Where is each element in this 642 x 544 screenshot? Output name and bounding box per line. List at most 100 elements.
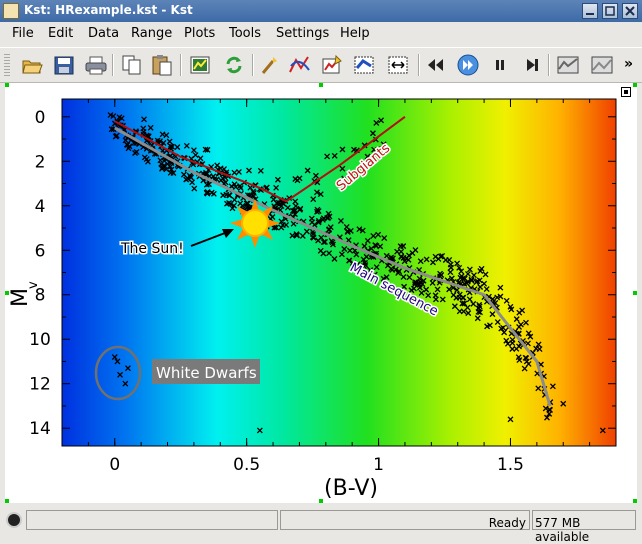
menu-edit[interactable]: Edit (48, 26, 74, 41)
scatter-point (219, 175, 226, 182)
menu-settings[interactable]: Settings (276, 26, 330, 41)
reload-icon[interactable] (222, 54, 246, 76)
scatter-point (477, 309, 483, 316)
scatter-point (513, 316, 520, 323)
scatter-point (503, 297, 510, 304)
pause-icon[interactable] (488, 54, 512, 76)
resize-handle[interactable] (319, 83, 323, 87)
x-tick-label: 0 (109, 455, 120, 475)
copy-icon[interactable] (120, 54, 144, 76)
print-icon[interactable] (84, 54, 108, 76)
plot-canvas[interactable]: 0 0.5 1 1.5 0 2 4 6 8 10 12 14 The Sun! Subgiants M… (5, 83, 637, 503)
scatter-point (347, 227, 354, 234)
open-icon[interactable] (20, 54, 44, 76)
resize-handle[interactable] (633, 291, 637, 295)
y-tick-label: 2 (35, 152, 46, 172)
data-wizard-icon[interactable] (188, 54, 212, 76)
status-bar: Ready 577 MB available (0, 507, 642, 544)
menu-help[interactable]: Help (340, 26, 370, 41)
toolbar-separator (548, 54, 550, 76)
toolbar-separator (252, 54, 254, 76)
scatter-point (474, 315, 481, 322)
scatter-point (411, 281, 418, 288)
scatter-point (477, 268, 484, 274)
curve-icon[interactable] (288, 54, 312, 76)
scatter-point (297, 205, 304, 212)
scatter-point (160, 139, 167, 146)
scatter-point (599, 427, 606, 434)
scatter-point (418, 289, 425, 296)
scatter-point (464, 278, 471, 285)
scatter-point (456, 294, 463, 301)
scatter-point (122, 137, 129, 144)
scatter-point (110, 113, 117, 120)
scatter-point (360, 263, 367, 270)
status-indicator-icon (6, 512, 22, 528)
scatter-point (447, 269, 454, 276)
scatter-point (542, 405, 549, 412)
layout-grid-icon[interactable] (590, 54, 614, 76)
scatter-point (494, 294, 501, 301)
plugin-icon[interactable] (320, 54, 344, 76)
scatter-point (371, 271, 378, 278)
toolbar-grip[interactable] (4, 54, 10, 76)
zoom-icon[interactable] (386, 54, 410, 76)
scatter-point (383, 252, 390, 259)
subgiant-line (114, 115, 406, 203)
resize-handle[interactable] (633, 83, 637, 87)
save-icon[interactable] (52, 54, 76, 76)
scatter-point (535, 341, 542, 348)
rewind-icon[interactable] (424, 54, 448, 76)
scatter-point (275, 201, 282, 208)
scatter-point (246, 167, 252, 174)
scatter-point (158, 160, 165, 167)
paste-icon[interactable] (150, 54, 174, 76)
graph-icon[interactable] (556, 54, 580, 76)
scatter-point (326, 226, 333, 233)
scatter-point (392, 266, 399, 273)
edit-icon[interactable] (258, 54, 282, 76)
minimize-button[interactable] (582, 3, 598, 19)
scatter-point (560, 400, 567, 407)
scatter-point (353, 251, 360, 258)
scatter-point (432, 253, 439, 260)
scatter-point (191, 185, 198, 192)
play-icon[interactable] (456, 54, 480, 76)
layout-icon[interactable] (352, 54, 376, 76)
scatter-point (130, 140, 137, 147)
scatter-point (521, 365, 528, 372)
end-icon[interactable] (520, 54, 544, 76)
menu-file[interactable]: File (12, 26, 34, 41)
scatter-point (516, 309, 523, 316)
scatter-point (523, 319, 529, 326)
scatter-point (368, 245, 375, 252)
scatter-point (410, 285, 417, 292)
close-button[interactable] (622, 3, 638, 19)
menu-tools[interactable]: Tools (229, 26, 262, 41)
menu-bar: File Edit Data Range Plots Tools Setting… (0, 22, 642, 46)
scatter-point (459, 300, 466, 307)
resize-handle[interactable] (633, 499, 637, 503)
toolbar-overflow-icon[interactable]: » (624, 56, 634, 72)
scatter-point (503, 337, 510, 344)
resize-handle[interactable] (319, 499, 323, 503)
resize-handle[interactable] (5, 499, 9, 503)
menu-data[interactable]: Data (88, 26, 120, 41)
scatter-point (291, 208, 298, 215)
y-axis-label: M v (8, 281, 41, 307)
resize-handle[interactable] (5, 291, 9, 295)
plot-menu-button[interactable] (621, 87, 631, 97)
maximize-button[interactable] (602, 3, 618, 19)
y-tick-label: 8 (35, 286, 46, 306)
scatter-point (447, 261, 454, 268)
scatter-point (143, 156, 150, 162)
menu-plots[interactable]: Plots (184, 26, 216, 41)
resize-handle[interactable] (5, 83, 9, 87)
scatter-point (509, 346, 516, 352)
scatter-point (315, 219, 322, 226)
menu-range[interactable]: Range (131, 26, 173, 41)
scatter-point (416, 281, 423, 288)
scatter-point (377, 243, 384, 250)
scatter-point (370, 232, 377, 239)
scatter-point (465, 310, 472, 317)
